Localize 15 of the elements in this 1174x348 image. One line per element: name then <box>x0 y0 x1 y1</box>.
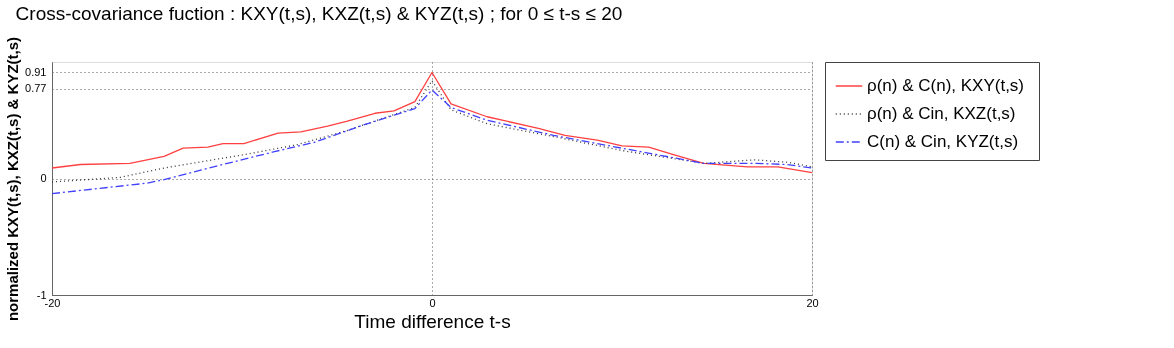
x-tick-label: 0 <box>429 296 436 309</box>
y-tick-label: -1 <box>36 288 47 301</box>
legend-label: C(n) & Cin, KYZ(t,s) <box>867 132 1019 151</box>
y-tick-label: 0.91 <box>25 65 47 78</box>
chart-title: Cross-covariance fuction : KXY(t,s), KXZ(t,s) & KYZ(t,s) ; for 0 ≤ t-s ≤ 20 <box>15 3 623 25</box>
line-series <box>51 89 813 195</box>
y-axis-title: normalized KXY(t,s), KXZ(t,s) & KYZ(t,s) <box>4 36 22 322</box>
line-series <box>51 71 813 174</box>
line-series <box>51 79 813 183</box>
legend-label: ρ(n) & C(n), KXY(t,s) <box>867 76 1025 95</box>
legend-label: ρ(n) & Cin, KXZ(t,s) <box>867 104 1016 123</box>
x-tick-label: 20 <box>806 296 819 309</box>
x-axis-title: Time difference t-s <box>354 310 511 332</box>
y-tick-label: 0 <box>40 172 47 184</box>
y-tick-label: 0.77 <box>25 82 47 95</box>
